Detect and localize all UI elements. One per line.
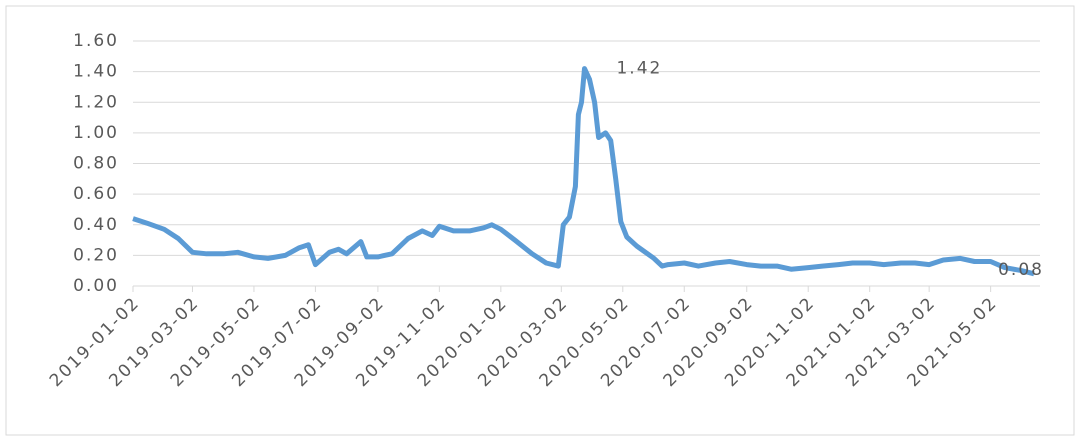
y-tick-label: 1.00	[73, 123, 119, 143]
series-line	[132, 66, 1035, 277]
chart-frame	[5, 5, 1075, 436]
y-tick-label: 1.20	[73, 92, 119, 112]
y-tick-label: 0.00	[73, 276, 119, 296]
y-tick-label: 1.60	[73, 31, 119, 51]
data-label: 0.08	[998, 260, 1044, 280]
y-tick-label: 0.40	[73, 215, 119, 235]
data-label: 1.42	[616, 59, 662, 79]
y-tick-label: 0.80	[73, 154, 119, 174]
y-tick-label: 0.20	[73, 245, 119, 265]
y-tick-label: 0.60	[73, 184, 119, 204]
y-tick-label: 1.40	[73, 62, 119, 82]
